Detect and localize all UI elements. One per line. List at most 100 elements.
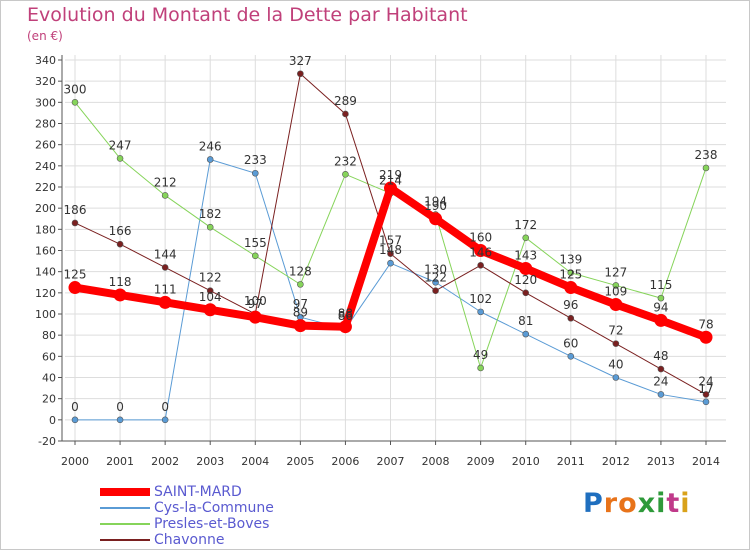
data-label-chavonne: 186 [64,203,87,217]
data-point-saint-mard [68,281,82,295]
y-tick-label: 200 [35,202,56,215]
legend-label: Cys-la-Commune [154,500,274,516]
data-label-cys-la-commune: 40 [608,358,623,372]
y-tick-label: 120 [35,287,56,300]
data-point-presles-et-boves [657,294,665,302]
x-tick-label: 2007 [377,455,405,468]
data-point-presles-et-boves [702,164,710,172]
data-label-cys-la-commune: 97 [293,297,308,311]
data-point-chavonne [657,365,665,373]
x-tick-label: 2009 [467,455,495,468]
legend-item-saint-mard[interactable]: SAINT-MARD [100,484,274,500]
x-tick-label: 2001 [106,455,134,468]
data-label-chavonne: 144 [154,247,177,261]
chart-subtitle: (en €) [27,29,63,43]
data-point-saint-mard [519,261,533,275]
data-point-saint-mard [203,303,217,317]
data-point-chavonne [297,70,304,78]
data-label-presles-et-boves: 238 [695,148,718,162]
chart-title: Evolution du Montant de la Dette par Hab… [27,4,468,26]
legend-label: Chavonne [154,532,225,548]
data-point-saint-mard [384,181,397,195]
legend-item-chavonne[interactable]: Chavonne [100,532,274,548]
data-point-chavonne [206,287,214,295]
logo-letter: x [637,488,657,519]
data-point-chavonne [522,289,530,297]
data-label-cys-la-commune: 17 [698,382,713,396]
data-label-cys-la-commune: 86 [338,309,353,323]
y-tick-label: 240 [35,160,56,173]
data-label-saint-mard: 219 [379,168,402,182]
data-label-saint-mard: 104 [199,290,222,304]
data-point-cys-la-commune [206,156,214,163]
y-tick-label: 60 [42,350,56,363]
data-label-chavonne: 157 [379,234,402,248]
logo-letter: i [656,488,667,519]
y-tick-label: 0 [49,414,56,427]
x-tick-label: 2008 [422,455,450,468]
data-label-chavonne: 96 [563,298,578,312]
y-tick-label: 260 [35,139,56,152]
legend-item-cys-la-commune[interactable]: Cys-la-Commune [100,500,274,516]
data-label-cys-la-commune: 102 [469,292,492,306]
data-label-saint-mard: 78 [698,317,713,331]
data-point-cys-la-commune [116,416,124,424]
data-point-cys-la-commune [432,278,439,286]
legend-swatch-chavonne [100,539,150,541]
y-tick-label: 340 [35,54,56,67]
data-point-presles-et-boves [342,171,349,178]
x-tick-label: 2000 [61,455,89,468]
data-label-chavonne: 327 [289,54,312,68]
logo-letter: t [666,488,681,519]
y-tick-label: -20 [38,435,56,448]
data-label-cys-la-commune: 24 [653,374,668,388]
data-label-presles-et-boves: 214 [379,173,402,187]
data-point-cys-la-commune [702,398,710,406]
data-label-saint-mard: 143 [514,248,537,262]
data-label-cys-la-commune: 60 [563,336,578,350]
data-point-chavonne [477,262,484,269]
data-point-cys-la-commune [477,308,484,316]
logo-letter: P [583,488,604,519]
y-tick-label: 140 [35,266,56,279]
x-tick-label: 2004 [241,455,269,468]
legend-swatch-cys-la-commune [100,507,150,509]
data-point-cys-la-commune [522,330,530,338]
y-tick-label: 160 [35,245,56,258]
x-tick-label: 2002 [151,455,179,468]
data-label-chavonne: 166 [109,224,132,238]
data-point-saint-mard [429,212,443,226]
data-point-cys-la-commune [251,169,259,177]
data-label-saint-mard: 111 [154,282,177,296]
x-tick-label: 2014 [692,455,720,468]
data-label-cys-la-commune: 233 [244,153,267,167]
data-label-saint-mard: 88 [338,307,353,321]
data-label-presles-et-boves: 194 [424,195,447,209]
data-point-saint-mard [338,320,352,334]
data-label-chavonne: 122 [424,271,447,285]
y-tick-label: 220 [35,181,56,194]
data-label-cys-la-commune: 0 [161,400,169,414]
data-point-chavonne [567,314,575,322]
data-label-cys-la-commune: 246 [199,139,222,153]
data-point-chavonne [342,110,349,118]
data-label-cys-la-commune: 0 [116,400,124,414]
data-point-chavonne [71,219,79,227]
data-label-chavonne: 289 [334,94,357,108]
data-point-cys-la-commune [657,391,665,398]
legend-item-presles-et-boves[interactable]: Presles-et-Boves [100,516,274,532]
data-point-chavonne [702,391,710,398]
data-point-cys-la-commune [161,416,169,424]
data-point-presles-et-boves [567,269,575,277]
data-point-cys-la-commune [71,416,79,424]
data-label-cys-la-commune: 148 [379,243,402,257]
data-label-saint-mard: 97 [248,297,263,311]
data-label-saint-mard: 109 [604,284,627,298]
y-tick-label: 100 [35,308,56,321]
data-label-saint-mard: 190 [424,199,447,213]
data-label-saint-mard: 89 [293,306,308,320]
data-label-cys-la-commune: 130 [424,262,447,276]
data-label-presles-et-boves: 247 [109,138,132,152]
data-label-presles-et-boves: 115 [649,278,672,292]
data-point-presles-et-boves [161,192,169,199]
